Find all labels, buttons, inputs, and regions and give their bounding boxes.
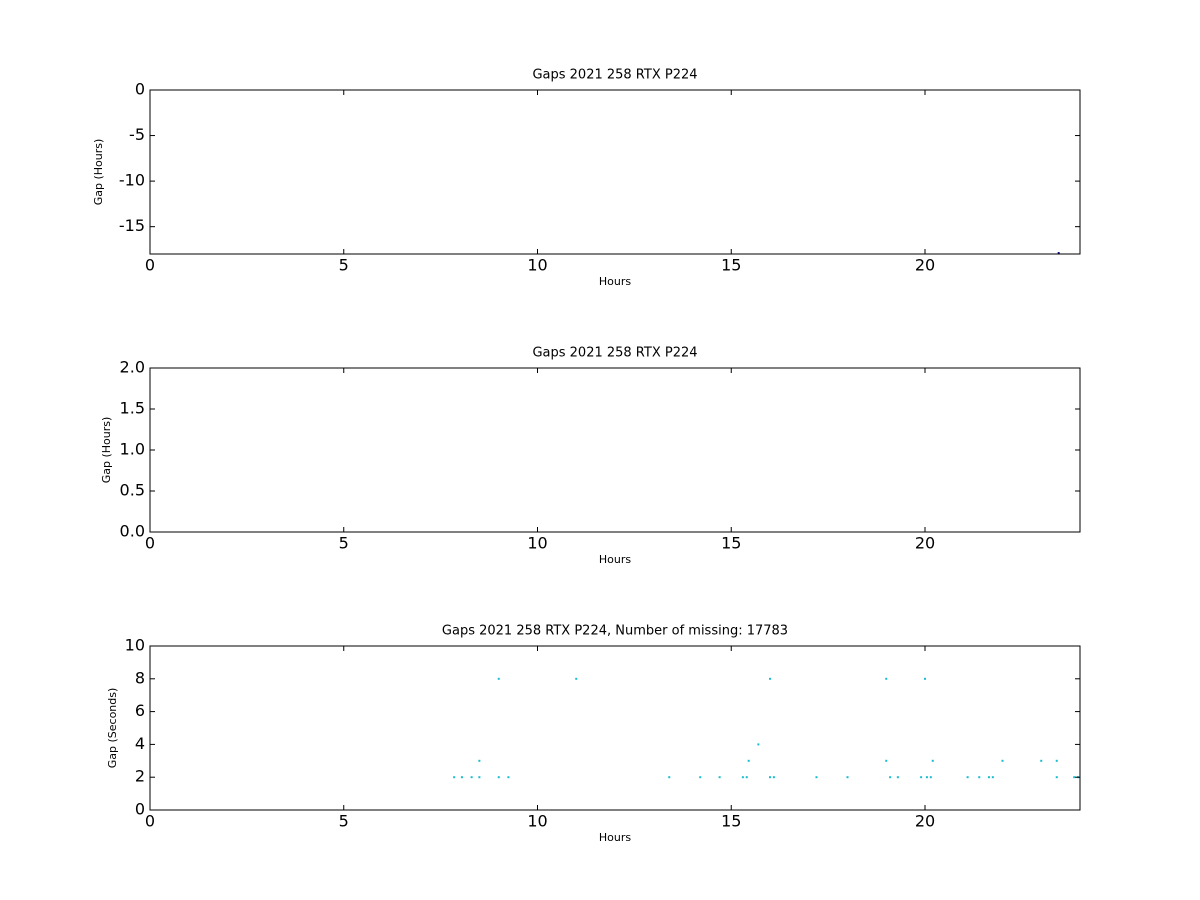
x-tick-label: 0 [145,534,155,553]
axes-frame [149,645,1081,811]
data-point [1055,759,1058,762]
y-tick-label: 8 [135,668,145,687]
data-point [741,776,744,779]
y-axis-label: Gap (Hours) [100,417,113,484]
x-tick-label: 5 [339,534,349,553]
x-tick-label: 10 [527,256,547,275]
data-point [460,776,463,779]
y-tick-label: 0 [135,800,145,819]
data-point [889,776,892,779]
y-tick-label: 2.0 [120,358,145,377]
data-point [497,677,500,680]
data-point [931,759,934,762]
y-tick-label: 4 [135,734,145,753]
data-point [718,776,721,779]
data-point [925,776,928,779]
x-tick-label: 0 [145,256,155,275]
data-point [1073,776,1076,779]
x-tick-label: 10 [527,812,547,831]
data-point [1057,252,1060,255]
x-tick-label: 15 [721,534,741,553]
chart-title: Gaps 2021 258 RTX P224 [532,346,697,361]
y-tick-label: -5 [129,125,145,144]
x-tick-label: 20 [915,256,935,275]
data-point [769,776,771,779]
data-point [1001,759,1004,762]
x-tick-label: 20 [915,534,935,553]
data-point [920,776,923,779]
data-point [924,677,926,680]
data-point [478,759,481,762]
y-tick-label: 1.0 [120,440,145,459]
x-tick-label: 15 [721,256,741,275]
data-point [772,776,775,779]
data-point [1040,759,1043,762]
x-axis-label: Hours [599,553,631,566]
x-tick-label: 20 [915,812,935,831]
y-axis-label: Gap (Hours) [92,139,105,206]
data-point [453,776,456,779]
data-point [507,776,510,779]
x-tick-label: 15 [721,812,741,831]
x-axis-label: Hours [599,275,631,288]
data-point [668,776,671,779]
data-point [846,776,849,779]
data-point [885,759,888,762]
x-axis-label: Hours [599,831,631,844]
y-tick-label: 0.0 [120,522,145,541]
data-point [978,776,981,779]
data-point [745,776,748,779]
data-point [757,743,760,746]
data-point [769,677,771,680]
data-point [497,776,500,779]
data-point [815,776,818,779]
axes-frame [149,89,1081,255]
data-point [747,759,750,762]
axes-frame [149,367,1081,533]
data-point [470,776,473,779]
data-point [699,776,702,779]
data-point [478,776,481,779]
chart-title: Gaps 2021 258 RTX P224 [532,68,697,83]
x-tick-label: 0 [145,812,155,831]
y-tick-label: 1.5 [120,399,145,418]
data-point [966,776,969,779]
x-tick-label: 5 [339,256,349,275]
data-point [929,776,932,779]
y-tick-label: 0 [135,80,145,99]
data-point [896,776,899,779]
data-point [575,677,578,680]
y-tick-label: -10 [119,171,145,190]
chart-title: Gaps 2021 258 RTX P224, Number of missin… [442,624,788,639]
data-point [991,776,994,779]
y-tick-label: 10 [125,636,145,655]
data-point [885,677,888,680]
x-tick-label: 10 [527,534,547,553]
x-tick-label: 5 [339,812,349,831]
data-point [1055,776,1058,779]
y-tick-label: 6 [135,701,145,720]
data-point [987,776,990,779]
y-axis-label: Gap (Seconds) [106,688,119,769]
y-tick-label: -15 [119,216,145,235]
y-tick-label: 0.5 [120,481,145,500]
y-tick-label: 2 [135,767,145,786]
